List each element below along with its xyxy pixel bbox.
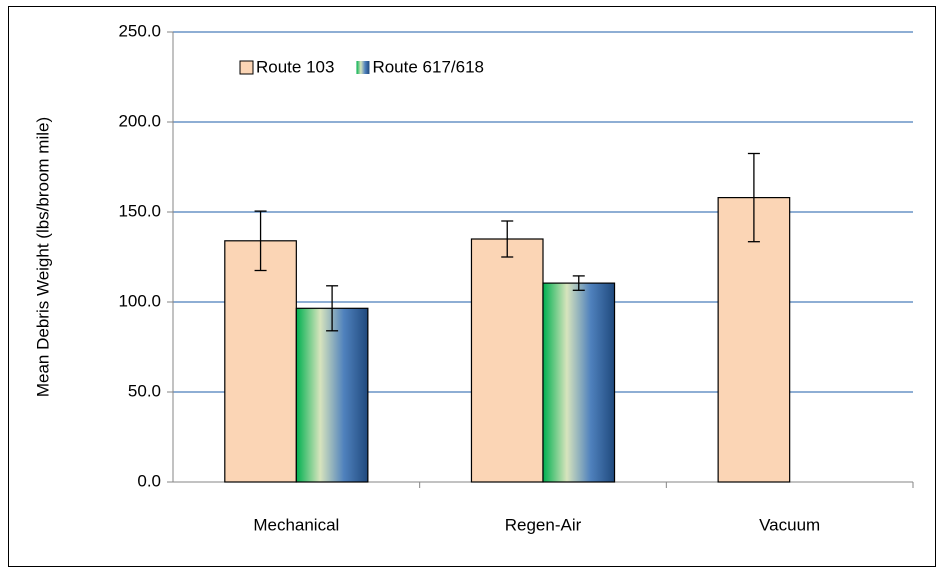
- legend-label: Route 103: [256, 57, 334, 76]
- error-bar: [254, 210, 267, 272]
- bar: [224, 240, 297, 483]
- bar: [295, 307, 369, 483]
- error-bar: [326, 285, 339, 332]
- x-tick-label: Vacuum: [759, 515, 820, 534]
- bar: [717, 197, 791, 483]
- y-tick-label: 150.0: [118, 201, 161, 220]
- bar: [470, 238, 544, 483]
- y-axis-label: Mean Debris Weight (lbs/broom mile): [33, 117, 52, 397]
- y-tick-label: 200.0: [118, 111, 161, 130]
- legend-swatch: [356, 61, 370, 74]
- error-bar: [501, 220, 514, 258]
- y-tick-label: 50.0: [128, 381, 161, 400]
- y-tick-label: 100.0: [118, 291, 161, 310]
- x-tick-label: Mechanical: [253, 515, 339, 534]
- x-tick-label: Regen-Air: [505, 515, 582, 534]
- legend-swatch: [239, 60, 254, 75]
- y-tick-label: 0.0: [137, 471, 161, 490]
- legend-label: Route 617/618: [372, 57, 484, 76]
- bar: [542, 282, 616, 483]
- error-bar: [747, 152, 760, 243]
- y-tick-label: 250.0: [118, 21, 161, 40]
- error-bar: [572, 275, 585, 291]
